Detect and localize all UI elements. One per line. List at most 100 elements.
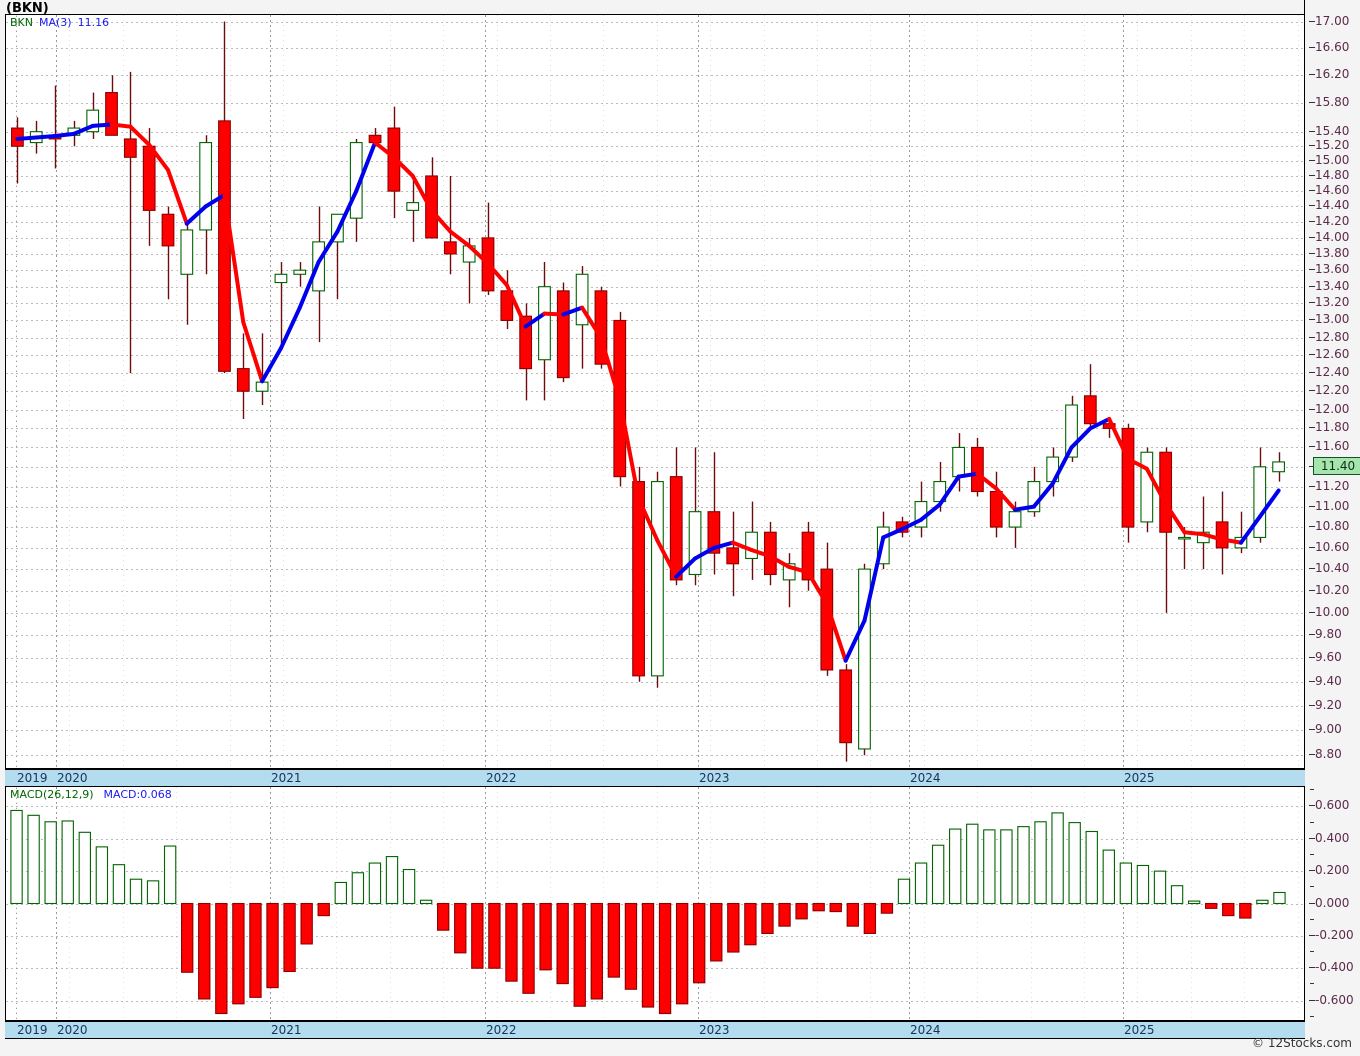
macd-axis-minor-tick [1310, 951, 1314, 952]
candlestick [971, 437, 984, 497]
macd-chart-panel[interactable]: MACD(26,12,9) MACD:0.068 [5, 786, 1305, 1021]
macd-bar [607, 902, 621, 978]
candlestick [745, 501, 758, 580]
price-axis-tick [1309, 319, 1315, 320]
price-axis-tick [1309, 102, 1315, 103]
price-axis-label: 14.40 [1315, 198, 1350, 213]
candlestick [1234, 511, 1248, 554]
ma-segment [843, 618, 867, 663]
ma-segment [1182, 530, 1206, 537]
ma-segment [109, 122, 133, 129]
macd-axis-minor-tick [1310, 1000, 1314, 1001]
macd-bar [61, 820, 74, 905]
macd-axis-label: 0.600 [1315, 798, 1350, 813]
macd-bar [454, 902, 467, 954]
ma-segment [184, 204, 208, 226]
ma-segment [617, 398, 641, 501]
price-axis-label: 10.60 [1315, 539, 1350, 554]
candlestick [519, 303, 533, 401]
price-axis-label: 17.00 [1315, 13, 1350, 28]
price-axis-label: 9.60 [1315, 650, 1342, 665]
price-axis-tick [1309, 269, 1315, 270]
candlestick [726, 511, 740, 597]
page-title: (BKN) [6, 1, 49, 16]
macd-bar [897, 878, 911, 905]
ma-segment [147, 142, 170, 172]
ma-segment [504, 283, 528, 329]
price-axis-label: 10.40 [1315, 561, 1350, 576]
price-axis-tick [1309, 506, 1315, 507]
macd-bar [658, 902, 672, 1015]
macd-bar [44, 821, 57, 905]
macd-bar [1170, 885, 1184, 905]
candlestick [914, 481, 928, 538]
price-axis-tick [1309, 221, 1315, 222]
candlestick [575, 266, 589, 369]
candlestick [406, 179, 420, 242]
price-axis-label: 13.80 [1315, 245, 1350, 260]
ma-segment [222, 192, 246, 325]
macd-axis-tick [1309, 838, 1315, 839]
macd-bar [266, 902, 279, 989]
macd-axis-tick [1309, 870, 1315, 871]
macd-bar [931, 844, 945, 905]
ma-segment [806, 570, 829, 606]
candlestick [443, 175, 457, 275]
candlestick [481, 202, 495, 296]
macd-bar [334, 881, 347, 905]
price-axis-tick [1309, 681, 1315, 682]
date-axis-top[interactable]: 2019 2020 2021 2022 2023 2024 2025 [5, 769, 1305, 787]
macd-bar [163, 845, 177, 905]
ma-segment [278, 305, 302, 351]
macd-bar [419, 899, 433, 905]
ma-segment [486, 261, 509, 288]
macd-bar [522, 902, 535, 994]
macd-bar [1119, 862, 1133, 905]
price-axis-tick [1309, 754, 1315, 755]
date-axis-label: 2020 [57, 1023, 88, 1037]
legend-macd-value: MACD:0.068 [103, 788, 172, 801]
macd-bar [181, 902, 194, 973]
macd-axis-minor-tick [1310, 983, 1314, 984]
price-axis-tick [1309, 657, 1315, 658]
macd-bar [351, 872, 365, 905]
ma-segment [523, 311, 547, 329]
macd-bar [1000, 829, 1013, 905]
price-axis-label: 9.40 [1315, 673, 1342, 688]
ma-segment [90, 122, 114, 128]
price-axis-label: 13.00 [1315, 312, 1350, 327]
price-axis-label: 15.80 [1315, 95, 1350, 110]
macd-bar [556, 902, 569, 985]
date-axis-label: 2022 [486, 771, 517, 785]
price-chart-panel[interactable]: BKN MA(3) 11.16 [5, 14, 1305, 769]
macd-bar [761, 902, 774, 934]
candlestick [425, 157, 438, 239]
price-axis-label: 14.80 [1315, 167, 1350, 182]
price-y-axis: 17.00 16.60 16.20 15.80 15.40 15.20 15.00 14.80… [1304, 0, 1360, 767]
legend-ma-label: MA(3) [39, 16, 72, 29]
ma-segment [1088, 416, 1112, 431]
macd-axis-label: 0.200 [1315, 863, 1350, 878]
candlestick [105, 75, 118, 136]
candlestick [236, 333, 250, 419]
macd-bar [778, 902, 791, 927]
price-axis-label: 10.80 [1315, 519, 1350, 534]
price-axis-label: 9.20 [1315, 697, 1342, 712]
macd-bar [129, 878, 143, 905]
candlestick [274, 262, 288, 347]
date-axis-bottom[interactable]: 2019 2020 2021 2022 2023 2024 2025 [5, 1021, 1305, 1039]
macd-bar [283, 902, 296, 973]
date-axis-label: 2023 [699, 771, 730, 785]
legend-symbol: BKN [10, 16, 33, 29]
macd-axis-tick [1309, 903, 1315, 904]
macd-bar [624, 902, 638, 990]
ma-segment [128, 124, 152, 147]
date-axis-label: 2025 [1124, 1023, 1155, 1037]
ma-segment [956, 471, 980, 479]
date-axis-label: 2019 [17, 771, 48, 785]
ma-segment [1201, 532, 1225, 542]
price-axis-label: 11.80 [1315, 420, 1350, 435]
macd-bar [863, 902, 877, 934]
price-axis-tick [1309, 47, 1315, 48]
ma-segment [316, 229, 340, 265]
